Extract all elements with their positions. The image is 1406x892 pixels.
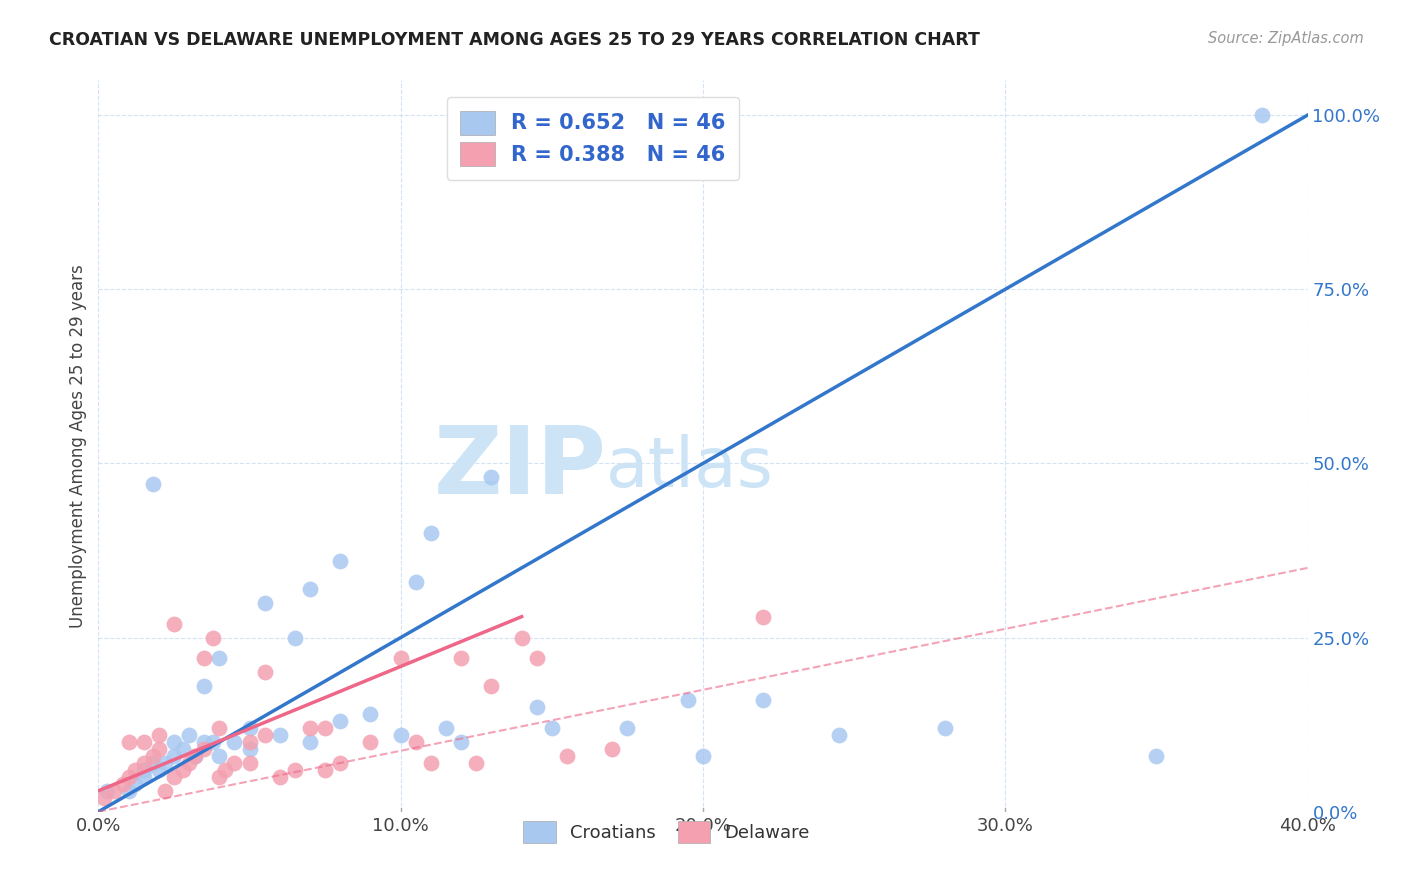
- Point: [676, 693, 699, 707]
- Point: [284, 763, 307, 777]
- Point: [253, 665, 276, 680]
- Point: [184, 749, 207, 764]
- Point: [93, 790, 115, 805]
- Point: [389, 728, 412, 742]
- Point: [253, 596, 276, 610]
- Point: [193, 679, 215, 693]
- Point: [329, 756, 352, 770]
- Point: [602, 742, 624, 756]
- Point: [142, 749, 165, 764]
- Point: [616, 721, 638, 735]
- Text: atlas: atlas: [606, 434, 775, 501]
- Point: [299, 735, 322, 749]
- Point: [828, 728, 851, 742]
- Point: [208, 651, 231, 665]
- Point: [118, 784, 141, 798]
- Point: [96, 784, 118, 798]
- Point: [163, 616, 186, 631]
- Point: [111, 777, 134, 791]
- Point: [124, 763, 146, 777]
- Point: [163, 749, 186, 764]
- Point: [202, 735, 225, 749]
- Point: [555, 749, 578, 764]
- Point: [1251, 108, 1274, 122]
- Text: CROATIAN VS DELAWARE UNEMPLOYMENT AMONG AGES 25 TO 29 YEARS CORRELATION CHART: CROATIAN VS DELAWARE UNEMPLOYMENT AMONG …: [49, 31, 980, 49]
- Point: [692, 749, 714, 764]
- Point: [193, 735, 215, 749]
- Point: [329, 714, 352, 728]
- Point: [103, 784, 125, 798]
- Point: [132, 756, 155, 770]
- Point: [389, 651, 412, 665]
- Point: [481, 679, 503, 693]
- Point: [239, 735, 262, 749]
- Point: [239, 721, 262, 735]
- Point: [148, 763, 170, 777]
- Point: [214, 763, 236, 777]
- Point: [193, 742, 215, 756]
- Point: [434, 721, 457, 735]
- Point: [299, 582, 322, 596]
- Point: [124, 777, 146, 791]
- Legend: Croatians, Delaware: Croatians, Delaware: [513, 810, 821, 854]
- Point: [510, 631, 533, 645]
- Point: [253, 728, 276, 742]
- Point: [132, 763, 155, 777]
- Point: [314, 763, 336, 777]
- Point: [208, 749, 231, 764]
- Point: [329, 554, 352, 568]
- Point: [450, 651, 472, 665]
- Point: [118, 770, 141, 784]
- Point: [172, 763, 194, 777]
- Point: [420, 756, 443, 770]
- Point: [172, 742, 194, 756]
- Point: [193, 651, 215, 665]
- Point: [148, 742, 170, 756]
- Text: Source: ZipAtlas.com: Source: ZipAtlas.com: [1208, 31, 1364, 46]
- Point: [142, 477, 165, 491]
- Point: [299, 721, 322, 735]
- Point: [163, 770, 186, 784]
- Point: [752, 609, 775, 624]
- Text: ZIP: ZIP: [433, 422, 606, 514]
- Point: [239, 756, 262, 770]
- Point: [118, 735, 141, 749]
- Point: [314, 721, 336, 735]
- Point: [360, 707, 382, 722]
- Point: [752, 693, 775, 707]
- Point: [269, 770, 291, 784]
- Point: [202, 631, 225, 645]
- Point: [526, 700, 548, 714]
- Point: [224, 735, 246, 749]
- Point: [420, 526, 443, 541]
- Point: [526, 651, 548, 665]
- Point: [142, 756, 165, 770]
- Point: [481, 470, 503, 484]
- Point: [208, 770, 231, 784]
- Point: [465, 756, 488, 770]
- Point: [1146, 749, 1168, 764]
- Point: [269, 728, 291, 742]
- Point: [284, 631, 307, 645]
- Point: [132, 735, 155, 749]
- Point: [934, 721, 956, 735]
- Point: [405, 574, 427, 589]
- Point: [179, 728, 201, 742]
- Point: [239, 742, 262, 756]
- Point: [163, 735, 186, 749]
- Point: [224, 756, 246, 770]
- Point: [360, 735, 382, 749]
- Point: [148, 728, 170, 742]
- Point: [450, 735, 472, 749]
- Point: [405, 735, 427, 749]
- Point: [540, 721, 562, 735]
- Point: [153, 756, 176, 770]
- Point: [179, 756, 201, 770]
- Y-axis label: Unemployment Among Ages 25 to 29 years: Unemployment Among Ages 25 to 29 years: [69, 264, 87, 628]
- Point: [153, 784, 176, 798]
- Point: [184, 749, 207, 764]
- Point: [208, 721, 231, 735]
- Point: [132, 770, 155, 784]
